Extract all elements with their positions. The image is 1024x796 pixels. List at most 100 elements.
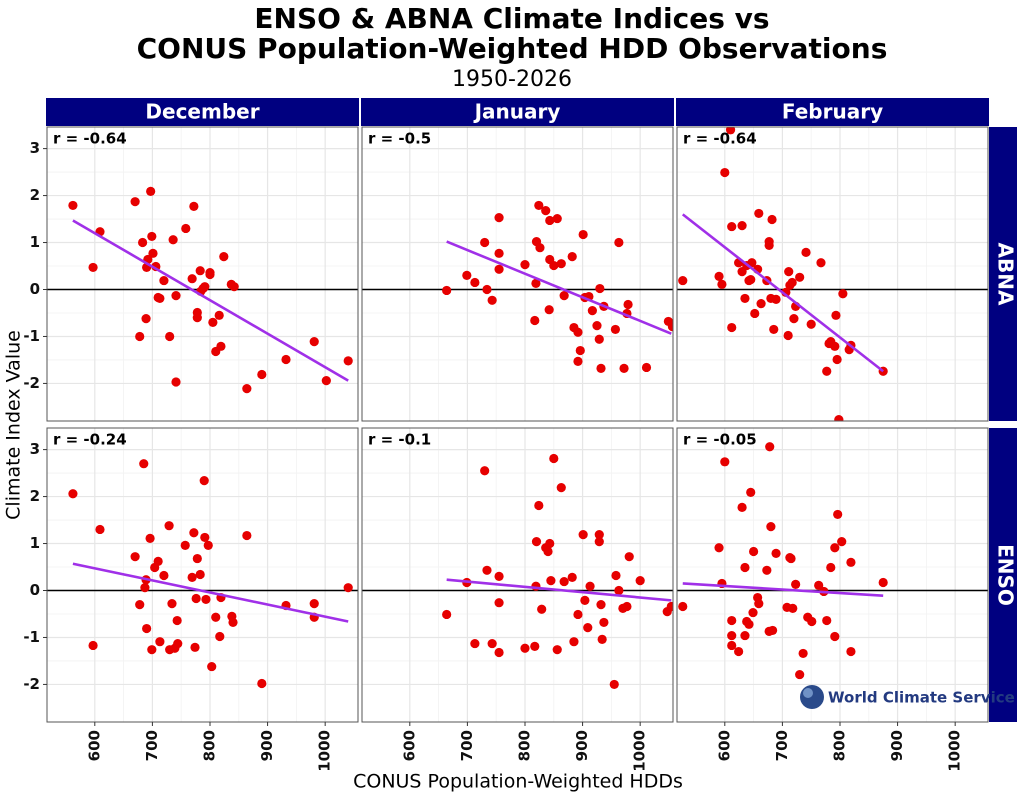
y-tick-label: -1	[23, 628, 40, 646]
point	[610, 324, 621, 335]
panel: r = -0.64 February ABNA	[676, 98, 1018, 422]
point	[744, 619, 754, 629]
point	[556, 483, 566, 493]
point	[545, 538, 555, 549]
point	[135, 599, 145, 610]
correlation: r = -0.1	[368, 431, 431, 449]
point	[769, 324, 779, 335]
point	[623, 299, 633, 310]
x-tick-label: 1000	[316, 730, 334, 772]
logo: World Climate Service	[800, 685, 1015, 709]
point	[791, 579, 801, 589]
x-tick-label: 800	[200, 730, 218, 761]
point	[482, 284, 492, 295]
point	[746, 487, 756, 497]
point	[257, 369, 267, 380]
point	[173, 638, 183, 649]
point	[487, 295, 497, 305]
point	[281, 354, 291, 365]
point	[678, 275, 688, 286]
y-tick-label: 2	[30, 186, 40, 204]
point	[734, 646, 744, 657]
point	[200, 282, 210, 292]
point	[195, 569, 205, 580]
column-label: January	[473, 100, 561, 124]
plot-area	[442, 453, 673, 690]
point	[200, 532, 210, 543]
point	[789, 314, 799, 324]
point	[146, 186, 156, 196]
x-tick-label: 900	[258, 730, 276, 761]
point	[720, 167, 730, 178]
point	[215, 631, 225, 642]
x-tick-label: 600	[400, 730, 418, 761]
point	[494, 647, 504, 658]
point	[641, 362, 652, 373]
point	[798, 648, 808, 659]
point	[585, 581, 595, 591]
column-strip	[46, 98, 359, 126]
point	[667, 322, 673, 332]
point	[737, 502, 747, 512]
point	[142, 623, 152, 634]
point	[573, 327, 583, 337]
point	[480, 237, 490, 248]
point	[211, 612, 221, 622]
point	[795, 272, 805, 282]
point	[159, 275, 169, 286]
point	[666, 601, 673, 612]
point	[541, 205, 551, 216]
point	[205, 267, 215, 278]
point	[442, 609, 452, 620]
point	[192, 553, 202, 564]
y-tick-label: 3	[30, 440, 40, 458]
point	[587, 306, 597, 316]
point	[556, 259, 566, 269]
point	[520, 643, 530, 653]
x-tick-label: 700	[458, 730, 476, 761]
title-line: CONUS Population-Weighted HDD Observatio…	[137, 32, 888, 65]
plot-area	[678, 442, 888, 680]
row-strip	[989, 428, 1017, 722]
point	[95, 524, 105, 535]
logo-globe	[800, 685, 824, 709]
point	[549, 453, 559, 464]
x-tick-label: 900	[573, 730, 591, 761]
point	[816, 258, 826, 268]
panel-background	[677, 428, 988, 722]
point	[309, 599, 319, 609]
title-line: ENSO & ABNA Climate Indices vs	[254, 2, 769, 35]
point	[155, 293, 165, 304]
point	[771, 294, 781, 304]
point	[180, 540, 190, 551]
column-strip	[361, 98, 674, 126]
point	[140, 583, 150, 593]
point	[783, 330, 793, 341]
point	[549, 260, 559, 271]
point	[531, 537, 542, 547]
x-tick-label: 600	[85, 730, 103, 761]
trend-line	[681, 213, 884, 373]
point	[762, 565, 772, 575]
point	[530, 315, 540, 326]
correlation: r = -0.24	[53, 431, 127, 449]
point	[787, 277, 797, 288]
column-label: February	[782, 100, 883, 124]
point	[727, 640, 737, 651]
point	[727, 221, 737, 232]
panels: r = -0.64 -2 -1 0 1 2 3 December r = -0.5 January…	[23, 98, 1018, 772]
point	[181, 223, 191, 234]
point	[530, 641, 540, 651]
point	[830, 631, 840, 642]
x-tick-label: 900	[888, 730, 906, 761]
panel-border	[676, 126, 989, 422]
point	[807, 616, 817, 627]
point	[826, 562, 836, 573]
point	[748, 607, 758, 618]
point	[678, 601, 688, 612]
point	[520, 260, 530, 270]
point	[569, 637, 579, 647]
point	[487, 638, 497, 649]
point	[147, 231, 157, 242]
y-tick-label: -2	[23, 374, 40, 392]
